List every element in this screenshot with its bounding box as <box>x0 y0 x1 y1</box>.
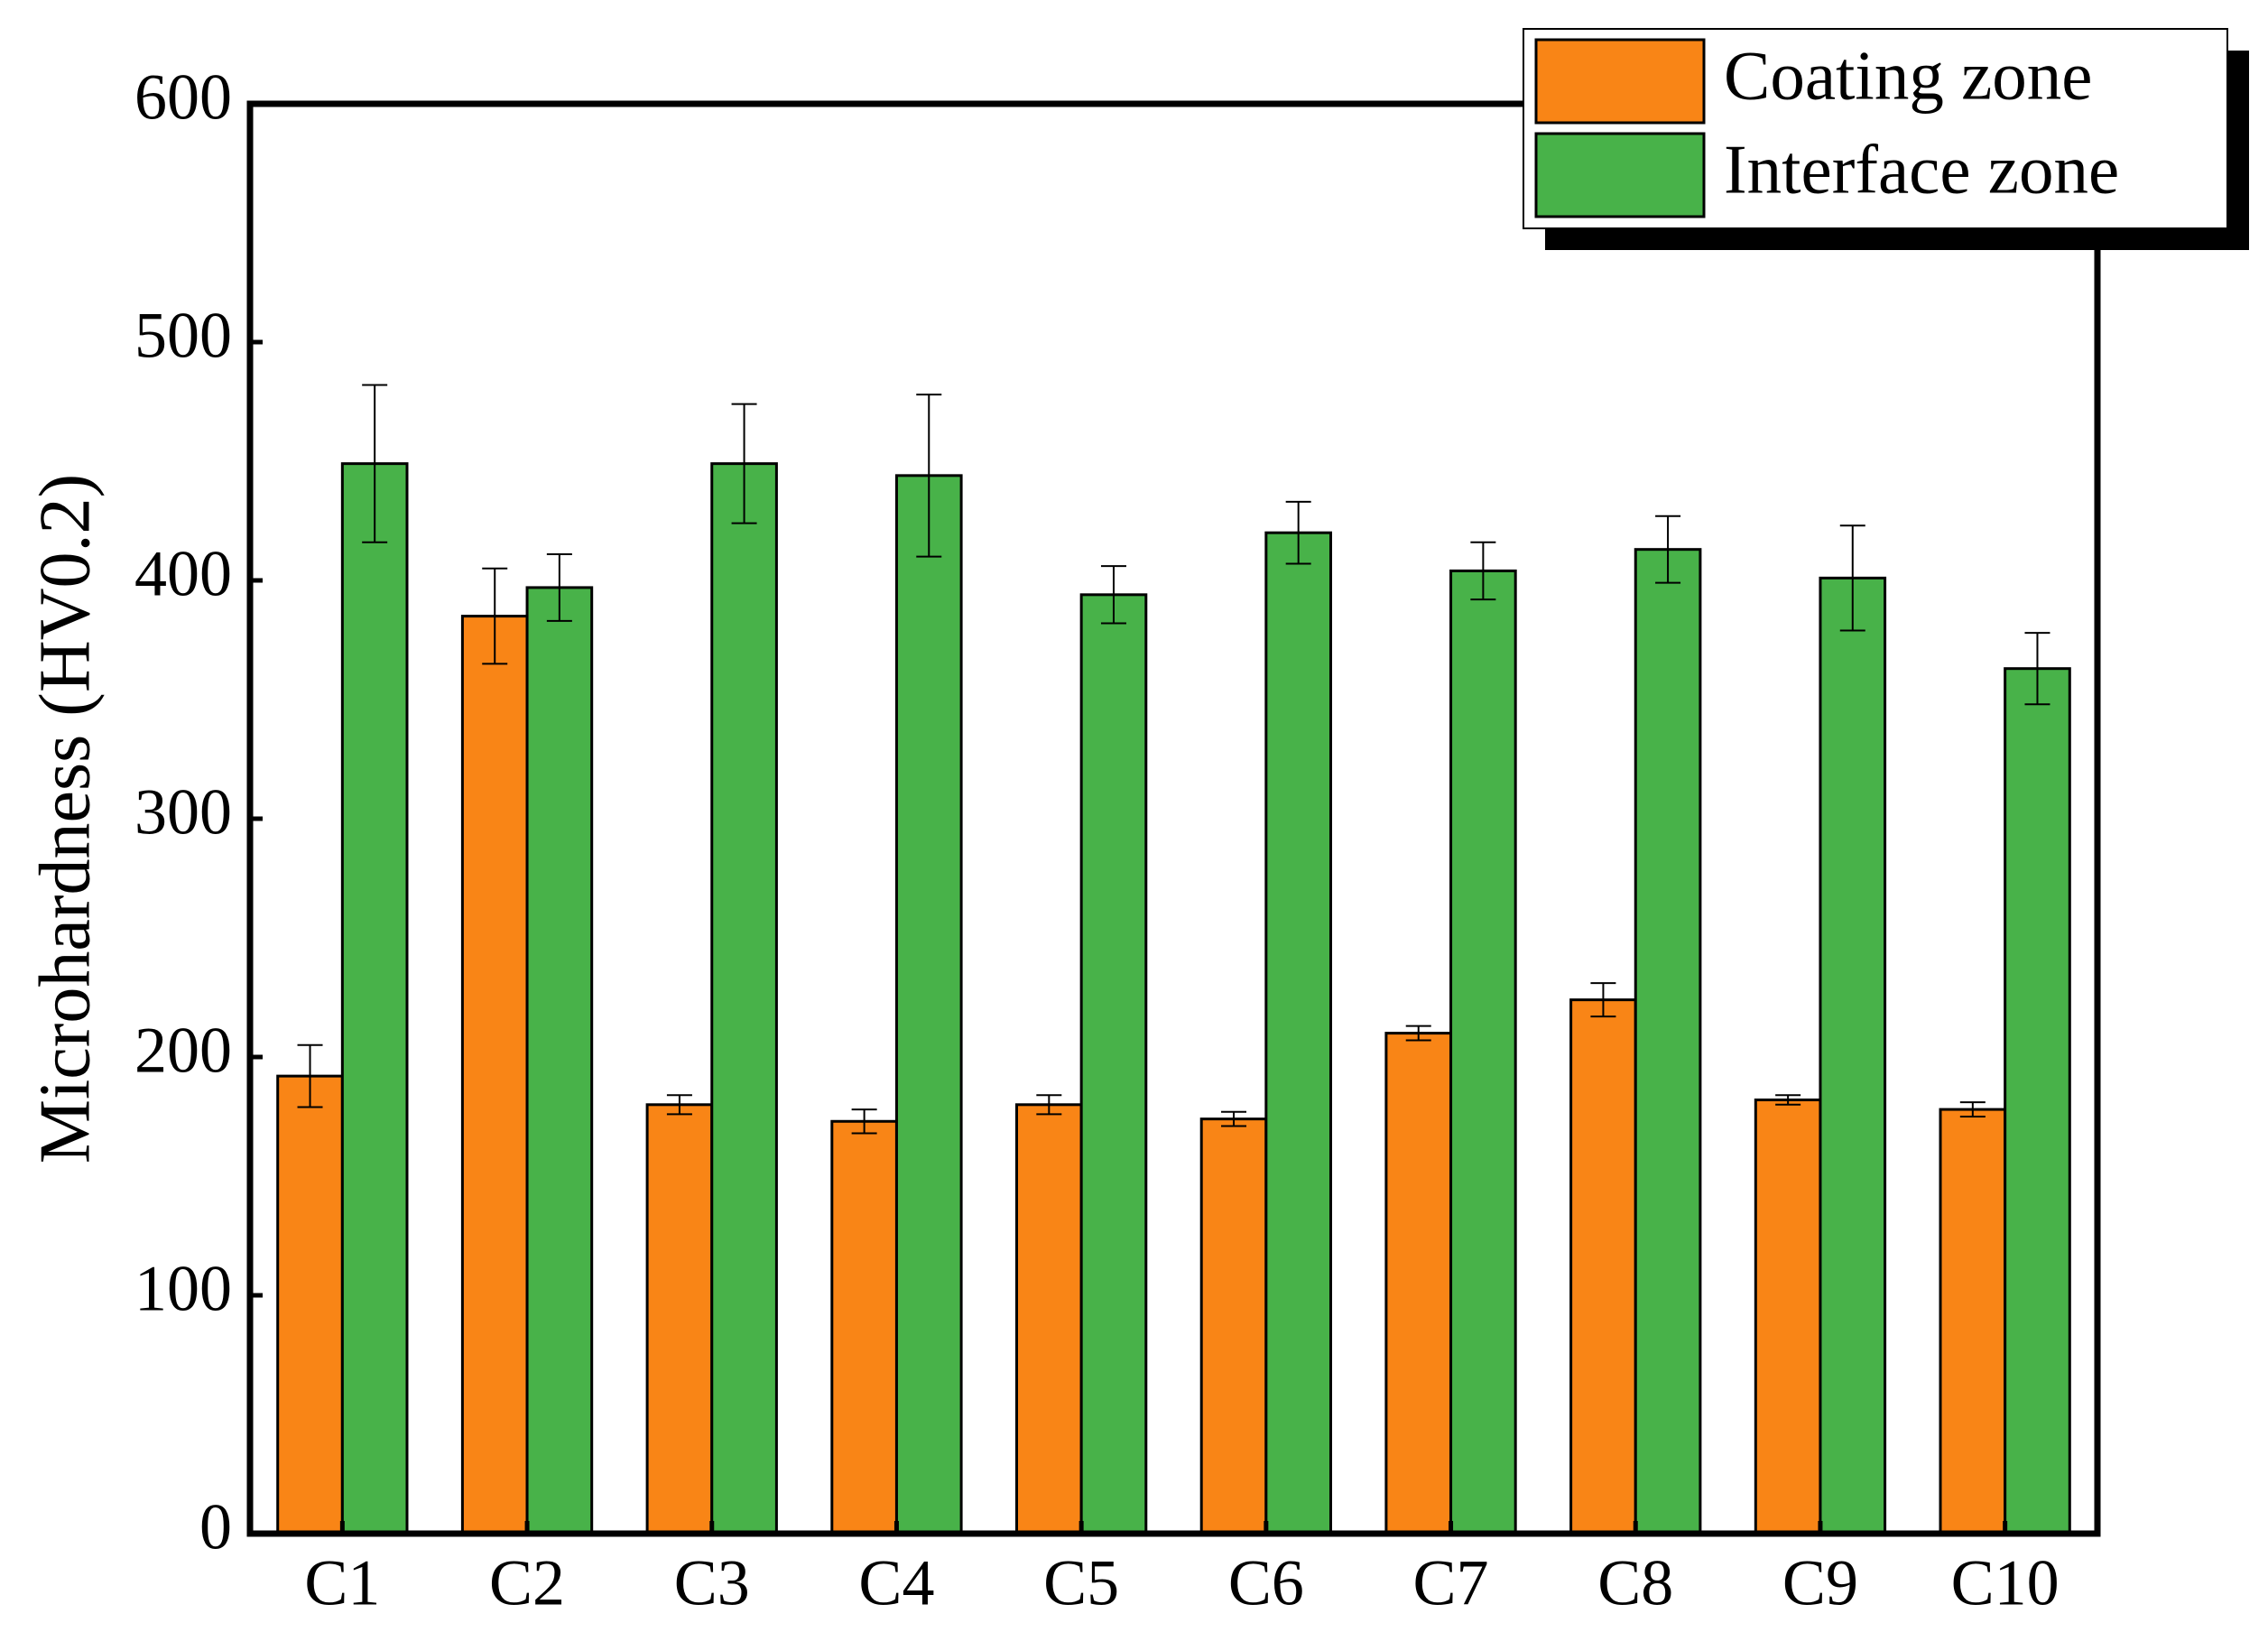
error-bar <box>1590 982 1616 1018</box>
bar <box>460 615 529 1535</box>
error-bar <box>1405 1025 1431 1042</box>
error-bar <box>1655 515 1681 584</box>
bar <box>1819 576 1887 1535</box>
error-bar <box>1959 1101 1986 1117</box>
error-bar <box>731 403 757 524</box>
bar <box>1384 1032 1453 1535</box>
error-bar <box>666 1094 692 1116</box>
bar <box>1015 1103 1083 1535</box>
y-axis-label: Microhardness (HV0.2) <box>25 474 105 1164</box>
bar <box>1939 1108 2007 1535</box>
error-bar <box>297 1043 323 1108</box>
error-bar <box>1100 565 1126 625</box>
x-tick-label: C7 <box>1413 1547 1489 1619</box>
x-tick-label: C1 <box>304 1547 380 1619</box>
x-tick-label: C9 <box>1782 1547 1858 1619</box>
legend-label: Interface zone <box>1724 131 2119 209</box>
legend-swatch <box>1534 38 1706 125</box>
error-bar <box>851 1108 877 1135</box>
error-bar <box>1285 500 1311 565</box>
y-tick-label: 500 <box>134 300 232 372</box>
error-bar <box>1775 1094 1801 1106</box>
bar <box>645 1103 714 1535</box>
legend-label: Coating zone <box>1724 37 2092 115</box>
error-bar <box>1036 1094 1062 1116</box>
bar <box>1569 998 1637 1535</box>
y-tick-label: 300 <box>134 776 232 848</box>
error-bar <box>546 552 572 622</box>
x-tick-label: C8 <box>1597 1547 1673 1619</box>
bar <box>1449 569 1517 1535</box>
error-bar <box>916 394 942 558</box>
x-tick-label: C10 <box>1951 1547 2060 1619</box>
y-tick-label: 0 <box>199 1491 232 1563</box>
error-bar <box>2024 632 2050 706</box>
x-tick-label: C3 <box>674 1547 750 1619</box>
x-tick-label: C6 <box>1228 1547 1304 1619</box>
plot-frame <box>246 100 2101 1537</box>
bar <box>340 462 409 1535</box>
y-tick-label: 100 <box>134 1253 232 1325</box>
bar <box>1199 1117 1268 1535</box>
y-tick-label: 400 <box>134 538 232 610</box>
error-bar <box>482 567 508 665</box>
bar <box>1264 531 1332 1535</box>
x-tick-label: C5 <box>1043 1547 1119 1619</box>
bar <box>894 474 963 1535</box>
bar <box>1079 593 1148 1535</box>
y-tick-label: 600 <box>134 61 232 134</box>
x-tick-label: C4 <box>858 1547 934 1619</box>
error-bar <box>1839 524 1865 632</box>
error-bar <box>1470 541 1496 601</box>
bar <box>525 586 594 1535</box>
bar <box>1634 548 1702 1535</box>
y-tick-label: 200 <box>134 1015 232 1087</box>
bar <box>1754 1099 1822 1535</box>
bar <box>276 1074 344 1535</box>
error-bar <box>1221 1110 1247 1127</box>
legend-swatch <box>1534 132 1706 218</box>
error-bar <box>362 384 388 543</box>
x-tick-label: C2 <box>489 1547 565 1619</box>
bar <box>2004 667 2071 1535</box>
bar <box>830 1119 898 1535</box>
bar <box>710 462 778 1535</box>
